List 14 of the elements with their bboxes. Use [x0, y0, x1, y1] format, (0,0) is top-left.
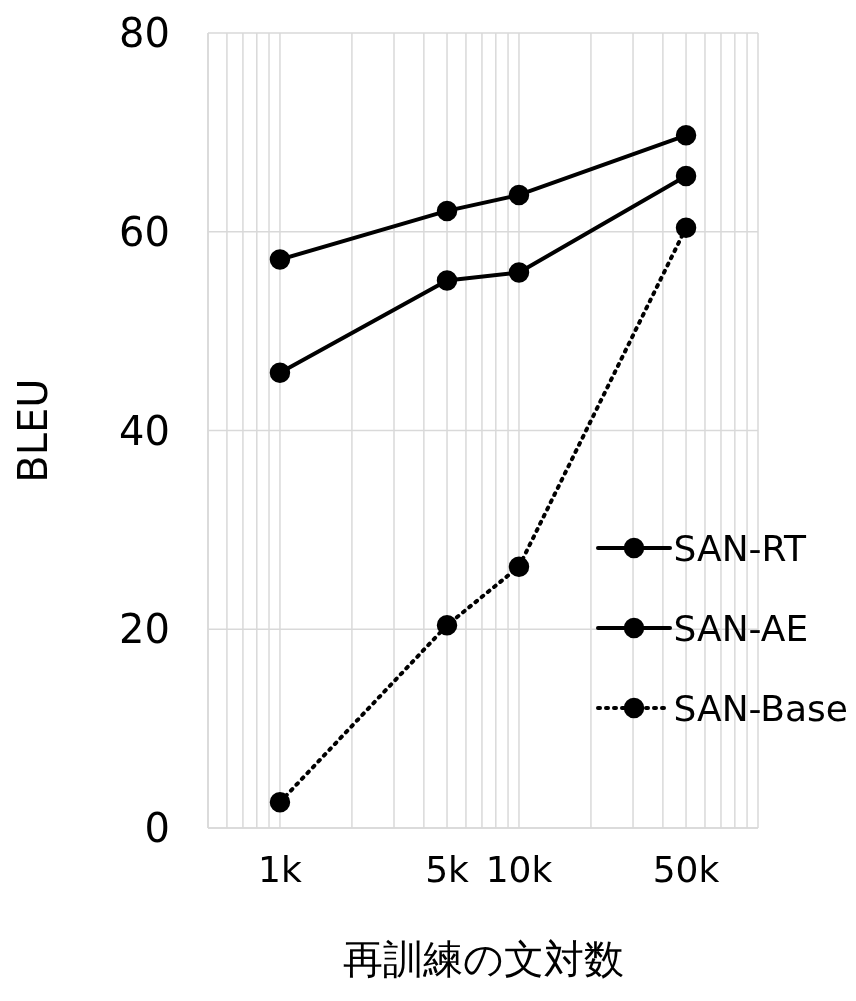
x-axis-title: 再訓練の文対数: [342, 936, 624, 982]
y-tick-label: 20: [119, 606, 170, 653]
legend-label: SAN-Base: [673, 687, 848, 729]
y-axis-title: BLEU: [10, 378, 57, 483]
x-tick-label: 1k: [258, 848, 302, 890]
x-tick-label: 5k: [425, 848, 470, 890]
y-tick-label: 0: [144, 805, 170, 852]
x-tick-label: 10k: [485, 848, 553, 890]
y-tick-label: 40: [119, 407, 170, 454]
y-tick-label: 80: [119, 10, 170, 57]
x-tick-label: 50k: [652, 848, 720, 890]
y-tick-label: 60: [119, 208, 170, 255]
legend-label: SAN-RT: [673, 527, 806, 569]
legend-label: SAN-AE: [673, 607, 809, 649]
